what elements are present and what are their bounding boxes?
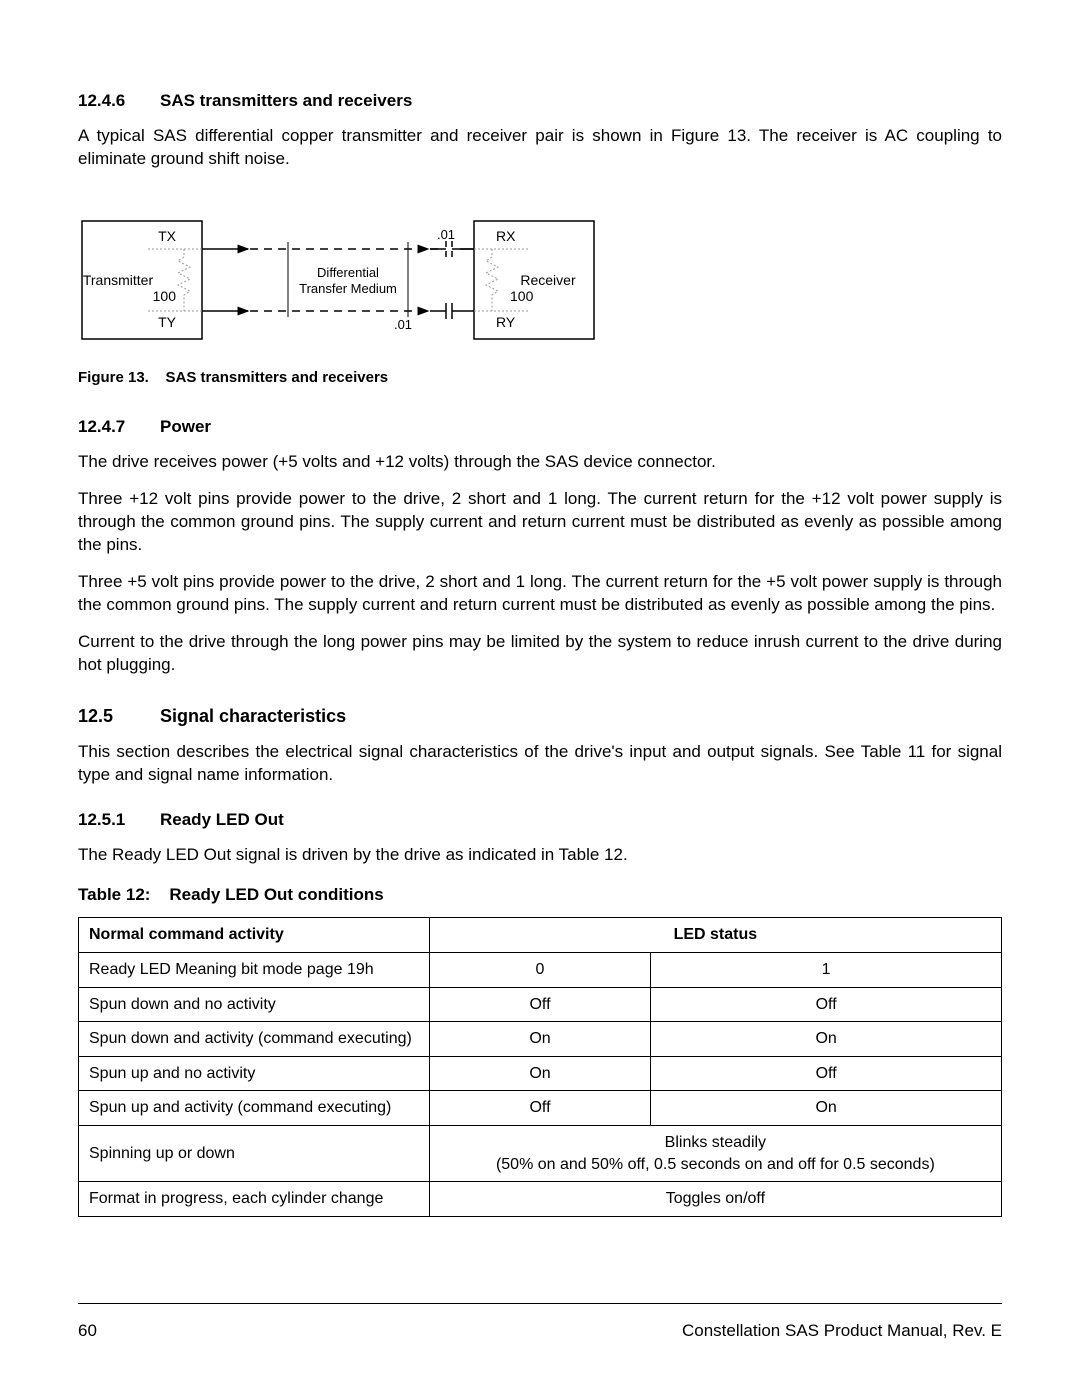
- table-cell: Format in progress, each cylinder change: [79, 1182, 430, 1217]
- table-cell: Ready LED Meaning bit mode page 19h: [79, 953, 430, 988]
- table-row: Format in progress, each cylinder change…: [79, 1182, 1002, 1217]
- paragraph: The Ready LED Out signal is driven by th…: [78, 844, 1002, 867]
- section-heading-125: 12.5 Signal characteristics: [78, 704, 1002, 728]
- svg-text:Transmitter: Transmitter: [83, 272, 154, 288]
- table-row: Spun up and activity (command executing)…: [79, 1091, 1002, 1126]
- table-cell: On: [651, 1091, 1002, 1126]
- section-title: Signal characteristics: [160, 704, 346, 728]
- table-cell: 0: [429, 953, 651, 988]
- table-row: Spun down and no activityOffOff: [79, 987, 1002, 1022]
- section-title: SAS transmitters and receivers: [160, 90, 412, 113]
- table-header: Normal command activity: [79, 918, 430, 953]
- table-cell: On: [651, 1022, 1002, 1057]
- svg-text:RX: RX: [496, 228, 516, 244]
- paragraph: This section describes the electrical si…: [78, 741, 1002, 787]
- section-number: 12.4.7: [78, 416, 160, 439]
- figure-caption: Figure 13. SAS transmitters and receiver…: [78, 368, 1002, 388]
- table-caption-text: Ready LED Out conditions: [169, 885, 383, 904]
- section-title: Ready LED Out: [160, 809, 284, 832]
- paragraph: Three +5 volt pins provide power to the …: [78, 571, 1002, 617]
- table-12: Normal command activity LED status Ready…: [78, 917, 1002, 1216]
- table-cell: Spun up and activity (command executing): [79, 1091, 430, 1126]
- figure-caption-text: SAS transmitters and receivers: [166, 369, 389, 386]
- table-row: Ready LED Meaning bit mode page 19h01: [79, 953, 1002, 988]
- footer-title: Constellation SAS Product Manual, Rev. E: [682, 1320, 1002, 1343]
- table-cell: Spun up and no activity: [79, 1056, 430, 1091]
- table-cell: On: [429, 1056, 651, 1091]
- table-caption-prefix: Table 12:: [78, 885, 150, 904]
- table-cell: Off: [429, 987, 651, 1022]
- section-heading-1251: 12.5.1 Ready LED Out: [78, 809, 1002, 832]
- table-cell: 1: [651, 953, 1002, 988]
- paragraph: The drive receives power (+5 volts and +…: [78, 451, 1002, 474]
- table-cell: On: [429, 1022, 651, 1057]
- table-cell: Spun down and no activity: [79, 987, 430, 1022]
- svg-text:.01: .01: [437, 227, 455, 242]
- section-number: 12.4.6: [78, 90, 160, 113]
- svg-text:.01: .01: [394, 317, 412, 332]
- page-number: 60: [78, 1320, 97, 1343]
- paragraph: A typical SAS differential copper transm…: [78, 125, 1002, 171]
- svg-text:100: 100: [153, 288, 177, 304]
- svg-text:Differential: Differential: [317, 265, 379, 280]
- section-number: 12.5: [78, 704, 160, 728]
- table-row: Spinning up or down Blinks steadily (50%…: [79, 1125, 1002, 1181]
- table-header: LED status: [429, 918, 1001, 953]
- section-number: 12.5.1: [78, 809, 160, 832]
- svg-text:TY: TY: [158, 314, 177, 330]
- paragraph: Three +12 volt pins provide power to the…: [78, 488, 1002, 557]
- paragraph: Current to the drive through the long po…: [78, 631, 1002, 677]
- figure-caption-prefix: Figure 13.: [78, 369, 149, 386]
- table-cell: Off: [651, 987, 1002, 1022]
- section-heading-1247: 12.4.7 Power: [78, 416, 1002, 439]
- svg-text:TX: TX: [158, 228, 177, 244]
- table-cell: Blinks steadily (50% on and 50% off, 0.5…: [429, 1125, 1001, 1181]
- table-row: Spun up and no activityOnOff: [79, 1056, 1002, 1091]
- section-title: Power: [160, 416, 211, 439]
- table-cell: Off: [651, 1056, 1002, 1091]
- table-row: Spun down and activity (command executin…: [79, 1022, 1002, 1057]
- table-cell: Spun down and activity (command executin…: [79, 1022, 430, 1057]
- section-heading-1246: 12.4.6 SAS transmitters and receivers: [78, 90, 1002, 113]
- table-cell: Toggles on/off: [429, 1182, 1001, 1217]
- svg-text:Receiver: Receiver: [520, 272, 576, 288]
- svg-text:100: 100: [510, 288, 534, 304]
- page-footer: 60 Constellation SAS Product Manual, Rev…: [78, 1303, 1002, 1343]
- table-cell: Spinning up or down: [79, 1125, 430, 1181]
- svg-text:Transfer Medium: Transfer Medium: [299, 281, 397, 296]
- figure-13-diagram: TX Transmitter 100 TY RX Receiver 100 RY: [78, 217, 1002, 354]
- table-caption: Table 12: Ready LED Out conditions: [78, 884, 1002, 907]
- table-header-row: Normal command activity LED status: [79, 918, 1002, 953]
- table-cell: Off: [429, 1091, 651, 1126]
- svg-text:RY: RY: [496, 314, 516, 330]
